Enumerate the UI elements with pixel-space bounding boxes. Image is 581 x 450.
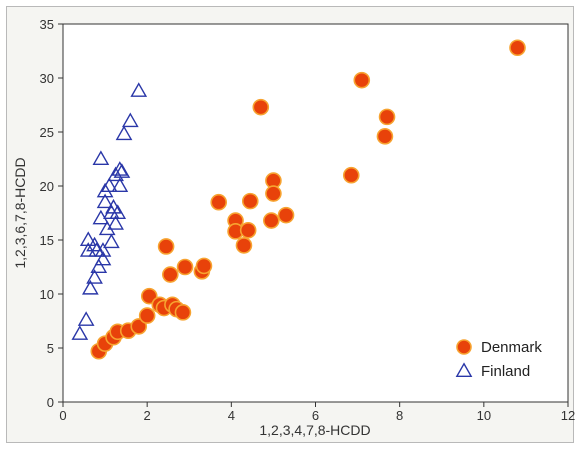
point-finland — [113, 163, 131, 178]
y-axis-title: 1,2,3,6,7,8-HCDD — [12, 157, 28, 268]
point-finland — [92, 150, 110, 165]
point-finland — [96, 182, 114, 198]
y-tick-label: 15 — [40, 233, 54, 248]
point-denmark — [210, 193, 228, 211]
point-denmark — [252, 98, 270, 116]
chart-frame: 0 2 4 6 8 10 12 0 5 10 15 20 25 30 35 1,2,3,4,7,8-HCDD… — [6, 6, 575, 443]
point-finland — [98, 220, 116, 236]
point-denmark — [376, 128, 394, 145]
point-denmark — [509, 39, 526, 57]
point-finland — [121, 112, 139, 128]
y-tick-label: 35 — [40, 17, 54, 32]
point-denmark — [342, 166, 360, 184]
point-denmark — [277, 206, 295, 224]
axis-ticks: 0 2 4 6 8 10 12 0 5 10 15 20 25 30 35 — [40, 17, 575, 423]
legend-label-finland: Finland — [481, 363, 530, 380]
x-tick-label: 4 — [228, 408, 235, 423]
point-finland — [111, 161, 129, 176]
x-tick-label: 6 — [312, 408, 319, 423]
point-denmark — [353, 71, 371, 89]
point-finland — [86, 236, 103, 252]
y-tick-label: 25 — [40, 125, 54, 140]
point-denmark — [195, 257, 213, 275]
y-tick-label: 20 — [40, 179, 54, 194]
y-tick-label: 30 — [40, 71, 54, 86]
legend-marker-denmark — [456, 339, 472, 355]
point-denmark — [239, 221, 257, 239]
x-tick-label: 12 — [561, 408, 575, 423]
point-finland — [90, 258, 108, 273]
x-tick-label: 2 — [144, 408, 151, 423]
y-tick-label: 10 — [40, 287, 54, 302]
legend-label-denmark: Denmark — [481, 339, 542, 356]
point-finland — [109, 204, 127, 219]
legend-marker-finland — [455, 362, 473, 377]
point-denmark — [174, 304, 192, 321]
scatter-chart: 0 2 4 6 8 10 12 0 5 10 15 20 25 30 35 1,2,3,4,7,8-HCDD… — [12, 17, 575, 438]
x-tick-label: 0 — [59, 408, 66, 423]
point-finland — [79, 231, 97, 246]
point-finland — [94, 250, 112, 266]
y-tick-label: 0 — [47, 395, 54, 410]
point-finland — [81, 279, 99, 295]
point-finland — [107, 215, 124, 230]
point-denmark — [235, 237, 253, 254]
x-tick-label: 10 — [477, 408, 491, 423]
point-denmark — [130, 318, 148, 335]
x-axis-title: 1,2,3,4,7,8-HCDD — [259, 422, 370, 438]
point-finland — [96, 193, 114, 209]
point-finland — [71, 325, 89, 340]
point-denmark — [378, 108, 396, 126]
point-finland — [107, 166, 124, 182]
x-tick-label: 8 — [396, 408, 403, 423]
point-denmark — [138, 307, 156, 324]
point-finland — [94, 242, 112, 257]
point-denmark — [162, 266, 179, 283]
legend: Denmark Finland — [455, 339, 542, 380]
point-denmark — [157, 238, 175, 255]
point-denmark — [265, 185, 282, 202]
point-finland — [130, 82, 148, 97]
y-tick-label: 5 — [47, 341, 54, 356]
point-finland — [111, 177, 129, 192]
point-finland — [86, 269, 103, 284]
point-finland — [115, 125, 133, 141]
point-denmark — [263, 212, 280, 229]
point-finland — [77, 311, 95, 326]
plot-area — [62, 23, 569, 403]
point-finland — [103, 233, 120, 249]
data-points — [71, 39, 526, 360]
point-denmark — [241, 192, 259, 210]
point-finland — [100, 177, 118, 192]
point-finland — [79, 242, 97, 257]
point-denmark — [140, 287, 158, 305]
point-denmark — [176, 258, 194, 276]
